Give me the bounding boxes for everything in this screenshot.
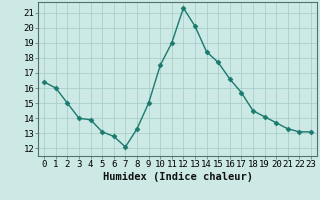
X-axis label: Humidex (Indice chaleur): Humidex (Indice chaleur) <box>103 172 252 182</box>
